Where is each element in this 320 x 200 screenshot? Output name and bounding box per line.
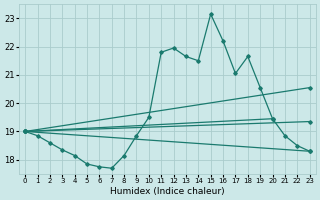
- X-axis label: Humidex (Indice chaleur): Humidex (Indice chaleur): [110, 187, 225, 196]
